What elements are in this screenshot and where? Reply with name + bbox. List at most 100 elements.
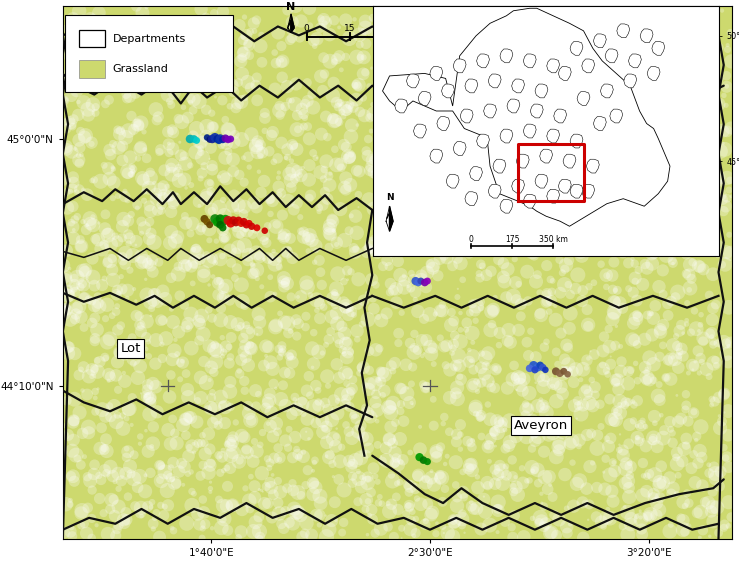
Point (488, 427, 500, 437)
Point (444, 365, 456, 374)
Point (197, 495, 208, 504)
Point (208, 31, 219, 40)
Point (712, 85, 724, 94)
Point (722, 357, 734, 366)
Point (112, 521, 124, 530)
Point (78, 132, 90, 142)
Point (371, 11, 383, 20)
Point (94, 494, 106, 503)
Point (596, 25, 608, 34)
Point (292, 449, 304, 458)
Point (371, 412, 383, 421)
Point (355, 483, 367, 492)
Point (431, 518, 443, 528)
Point (224, 295, 236, 305)
Point (286, 33, 298, 43)
Point (72, 151, 84, 160)
Point (493, 20, 505, 29)
Point (375, 367, 386, 376)
Point (225, 353, 236, 362)
Point (452, 38, 464, 47)
Point (167, 128, 179, 137)
Point (497, 259, 509, 268)
Point (670, 332, 682, 341)
Polygon shape (453, 59, 466, 73)
Point (298, 232, 310, 241)
Point (123, 239, 134, 248)
Point (466, 356, 477, 365)
Point (194, 201, 205, 210)
Point (73, 6, 85, 16)
Point (592, 176, 604, 185)
Polygon shape (477, 54, 489, 68)
Point (233, 533, 245, 542)
Point (182, 469, 194, 479)
Point (123, 230, 134, 239)
Point (120, 414, 132, 423)
Point (596, 182, 608, 191)
Point (133, 311, 145, 320)
Point (103, 95, 115, 104)
Point (673, 351, 685, 361)
Point (532, 479, 544, 488)
Point (243, 41, 255, 50)
Point (183, 393, 194, 402)
Point (372, 78, 384, 87)
Point (620, 216, 632, 225)
Point (378, 386, 390, 395)
Point (452, 383, 463, 392)
Point (593, 118, 605, 127)
Point (185, 413, 197, 422)
Point (168, 89, 180, 98)
Point (253, 512, 265, 521)
Point (265, 422, 276, 431)
Point (273, 168, 285, 177)
Point (477, 4, 488, 13)
Point (240, 31, 252, 40)
Point (559, 280, 571, 289)
Point (628, 223, 640, 232)
Point (690, 435, 702, 445)
Point (89, 393, 101, 403)
Point (695, 320, 706, 329)
Point (438, 251, 450, 260)
Point (677, 498, 689, 507)
Point (704, 290, 715, 300)
Point (393, 194, 405, 203)
Point (561, 242, 573, 252)
Point (543, 5, 555, 14)
Point (381, 456, 392, 465)
Point (678, 516, 689, 525)
Point (664, 417, 676, 426)
Point (604, 7, 616, 16)
Point (419, 35, 431, 44)
Point (354, 53, 366, 62)
Point (365, 488, 377, 497)
Point (537, 363, 548, 372)
Point (209, 133, 221, 142)
Point (190, 244, 202, 253)
Point (304, 21, 316, 30)
Point (608, 458, 620, 467)
Polygon shape (511, 79, 525, 93)
Point (504, 213, 516, 222)
Point (403, 503, 415, 512)
Point (217, 400, 228, 410)
Point (363, 195, 375, 204)
Point (344, 347, 356, 357)
Point (212, 50, 224, 59)
Point (135, 46, 147, 55)
Point (286, 17, 298, 26)
Point (531, 92, 542, 101)
Point (632, 58, 644, 67)
Point (497, 418, 509, 427)
Point (224, 387, 236, 396)
Point (342, 348, 354, 357)
Point (147, 524, 159, 533)
Point (74, 51, 86, 60)
Point (180, 415, 192, 424)
Point (217, 7, 229, 16)
Polygon shape (500, 129, 513, 143)
Point (673, 63, 685, 72)
Point (599, 116, 611, 126)
